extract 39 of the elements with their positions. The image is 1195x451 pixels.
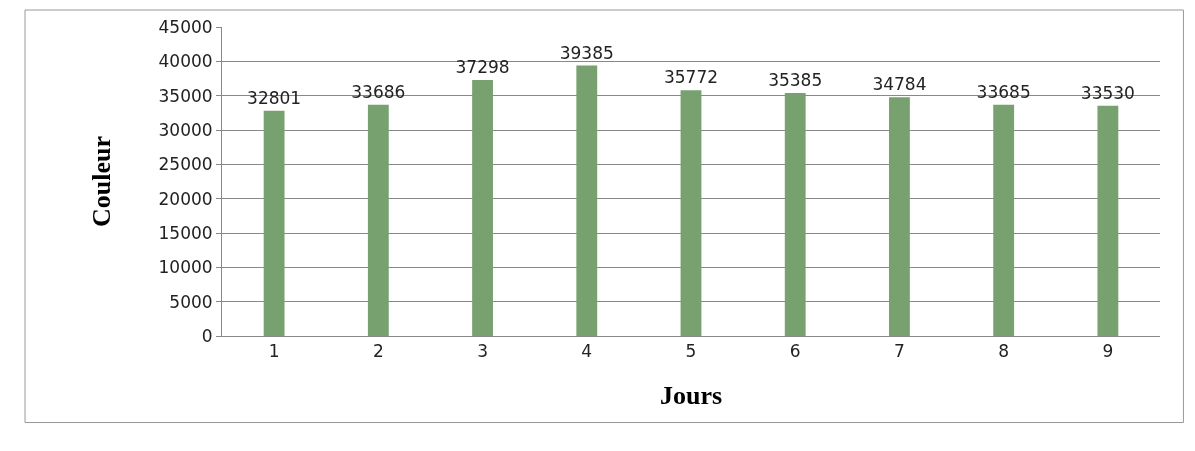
x-tick-label: 2 [372,341,384,362]
data-label: 33685 [976,81,1031,102]
data-label: 35385 [768,70,823,91]
bar [680,90,702,336]
bar [784,93,806,336]
x-tick-label: 4 [581,341,593,362]
y-axis-title: Couleur [86,136,116,227]
data-label: 32801 [247,87,302,108]
x-tick-label: 8 [998,341,1010,362]
y-tick-label: 45000 [158,16,213,37]
bar [263,110,285,336]
bar [472,79,493,336]
y-tick-label: 35000 [158,85,213,106]
bar [576,65,598,336]
bar [993,104,1015,336]
x-tick-label: 1 [268,341,280,362]
x-tick-label: 7 [894,341,905,362]
x-axis-title: Jours [659,381,723,411]
x-tick-label: 3 [477,341,488,362]
y-tick-label: 0 [201,325,213,346]
y-tick-label: 10000 [158,257,213,278]
data-label: 33686 [351,81,406,102]
bar [367,104,389,336]
data-label: 33530 [1080,82,1135,103]
y-tick-label: 5000 [169,291,213,312]
y-tick-label: 15000 [158,222,213,243]
x-tick-label: 6 [789,341,801,362]
x-tick-label: 9 [1102,341,1114,362]
bar [889,97,910,336]
data-label: 37298 [455,56,510,77]
data-label: 34784 [872,74,927,95]
bar [1097,105,1119,336]
y-tick-label: 30000 [158,119,213,140]
y-tick-label: 25000 [158,154,213,175]
data-label: 35772 [663,67,719,88]
data-label: 39385 [559,42,614,63]
y-tick-label: 20000 [158,188,213,209]
y-tick-label: 40000 [158,51,213,72]
x-tick-label: 5 [685,341,697,362]
